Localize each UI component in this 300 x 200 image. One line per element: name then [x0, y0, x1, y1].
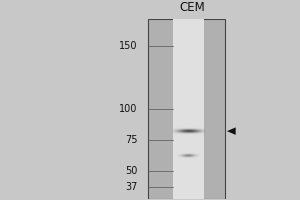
Text: 75: 75	[125, 135, 138, 145]
Bar	[173, 19, 204, 199]
Polygon shape	[227, 127, 236, 135]
Bar	[148, 19, 225, 199]
Text: 100: 100	[119, 104, 138, 114]
Text: 50: 50	[125, 166, 138, 176]
Text: 37: 37	[125, 182, 138, 192]
Text: CEM: CEM	[179, 1, 205, 14]
Text: 150: 150	[119, 41, 138, 51]
